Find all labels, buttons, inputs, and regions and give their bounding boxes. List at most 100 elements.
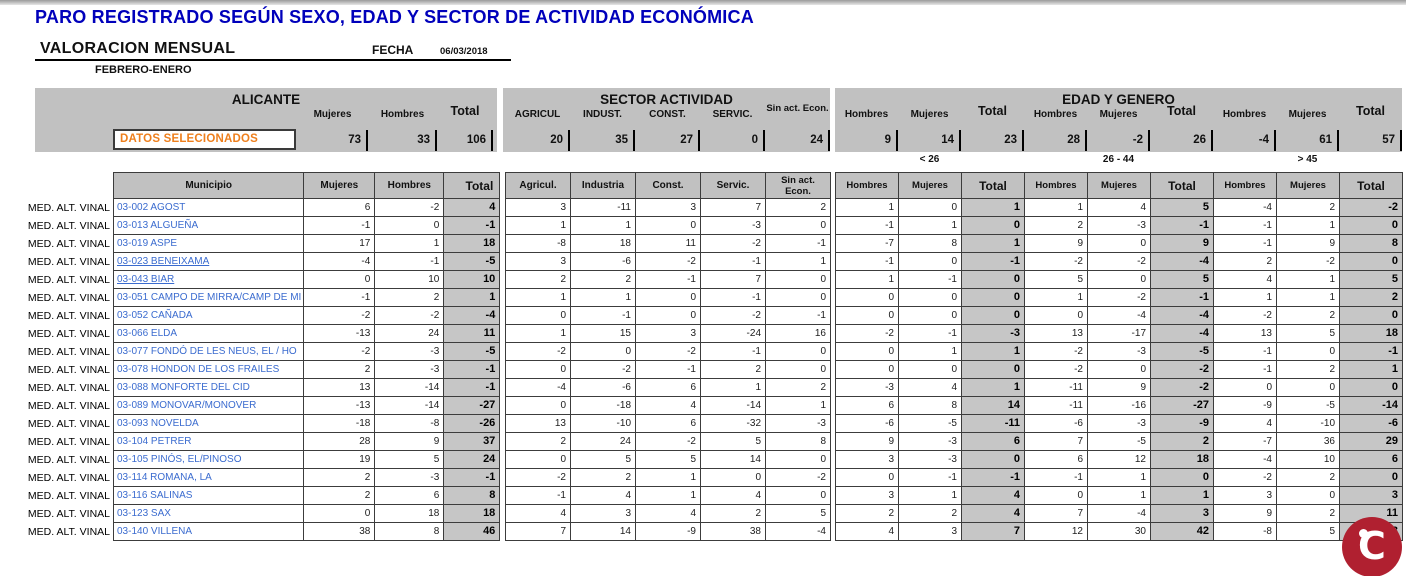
value-cell: 0 bbox=[700, 468, 766, 487]
value-cell: -3 bbox=[1087, 414, 1151, 433]
value-cell: 15 bbox=[570, 324, 636, 343]
value-cell: -24 bbox=[700, 324, 766, 343]
value-cell: 0 bbox=[765, 288, 831, 307]
total-cell: 1 bbox=[1339, 360, 1403, 379]
value-cell: 18 bbox=[570, 234, 636, 253]
value-cell: -6 bbox=[570, 252, 636, 271]
value-cell: 0 bbox=[570, 342, 636, 361]
total-cell: 11 bbox=[443, 324, 501, 343]
value-cell: -4 bbox=[303, 252, 376, 271]
municipio-link[interactable]: 03-140 VILLENA bbox=[117, 526, 193, 537]
top-edge-strip bbox=[0, 0, 1406, 5]
total-cell: 8 bbox=[1339, 234, 1403, 253]
municipio-link[interactable]: 03-123 SAX bbox=[117, 508, 171, 519]
value-cell: 6 bbox=[635, 414, 701, 433]
selected-value-edad-4: -2 bbox=[1087, 130, 1150, 151]
municipio-cell: 03-051 CAMPO DE MIRRA/CAMP DE MI bbox=[112, 288, 305, 307]
municipio-link[interactable]: 03-114 ROMANA, LA bbox=[117, 472, 212, 483]
total-cell: -2 bbox=[1339, 198, 1403, 217]
value-cell: -18 bbox=[303, 414, 376, 433]
col-header-tableC-6: Hombres bbox=[1213, 172, 1277, 199]
value-cell: 7 bbox=[1024, 432, 1088, 451]
municipio-link[interactable]: 03-066 ELDA bbox=[117, 328, 178, 339]
total-cell: 11 bbox=[1339, 504, 1403, 523]
table-row: 03-140 VILLENA 38 8 46 bbox=[112, 522, 501, 541]
value-cell: -6 bbox=[570, 378, 636, 397]
total-cell: 1 bbox=[961, 234, 1025, 253]
selected-value-sector-1: 35 bbox=[570, 130, 635, 151]
table-row: 3 -3 0 6 12 18 -4 10 6 bbox=[835, 450, 1403, 469]
table-row: 7 14 -9 38 -4 bbox=[505, 522, 831, 541]
value-cell: 1 bbox=[1024, 288, 1088, 307]
total-cell: 7 bbox=[961, 522, 1025, 541]
municipio-link[interactable]: 03-002 AGOST bbox=[117, 202, 186, 213]
total-cell: 1 bbox=[1150, 486, 1214, 505]
sector-table: Agricul. Industria Const. Servic. Sin act. E… bbox=[505, 172, 831, 541]
municipio-cell: 03-093 NOVELDA bbox=[112, 414, 305, 433]
value-cell: 0 bbox=[1213, 378, 1277, 397]
value-cell: -10 bbox=[570, 414, 636, 433]
total-cell: 18 bbox=[1339, 324, 1403, 343]
age-group-under-26: < 26 bbox=[919, 154, 940, 165]
municipio-link[interactable]: 03-105 PINÓS, EL/PINOSO bbox=[117, 454, 242, 465]
value-cell: -3 bbox=[898, 450, 962, 469]
total-cell: 0 bbox=[961, 450, 1025, 469]
band-col-edad-0: Hombres bbox=[844, 109, 889, 120]
value-cell: -2 bbox=[1087, 252, 1151, 271]
municipio-link[interactable]: 03-116 SALINAS bbox=[117, 490, 193, 501]
municipio-link[interactable]: 03-051 CAMPO DE MIRRA/CAMP DE MI bbox=[117, 292, 302, 303]
value-cell: 5 bbox=[1276, 324, 1340, 343]
comarca-label: MED. ALT. VINAL bbox=[27, 220, 110, 232]
band-col-sector-4: Sin act. Econ. bbox=[766, 103, 829, 114]
municipio-link[interactable]: 03-052 CAÑADA bbox=[117, 310, 193, 321]
municipio-link[interactable]: 03-019 ASPE bbox=[117, 238, 178, 249]
municipio-cell: 03-105 PINÓS, EL/PINOSO bbox=[112, 450, 305, 469]
municipio-link[interactable]: 03-023 BENEIXAMA bbox=[117, 256, 210, 267]
value-cell: -1 bbox=[700, 252, 766, 271]
comarca-label: MED. ALT. VINAL bbox=[27, 346, 110, 358]
total-cell: 4 bbox=[961, 486, 1025, 505]
value-cell: -6 bbox=[835, 414, 899, 433]
value-cell: 36 bbox=[1276, 432, 1340, 451]
value-cell: 4 bbox=[1213, 414, 1277, 433]
total-cell: 3 bbox=[1150, 504, 1214, 523]
municipio-link[interactable]: 03-077 FONDÓ DE LES NEUS, EL / HO bbox=[117, 346, 297, 357]
municipio-link[interactable]: 03-093 NOVELDA bbox=[117, 418, 199, 429]
value-cell: 4 bbox=[898, 378, 962, 397]
value-cell: -5 bbox=[1087, 432, 1151, 451]
comarca-label: MED. ALT. VINAL bbox=[27, 508, 110, 520]
value-cell: 4 bbox=[505, 504, 571, 523]
municipio-cell: 03-052 CAÑADA bbox=[112, 306, 305, 325]
site-logo[interactable]: C bbox=[1342, 517, 1402, 576]
municipio-link[interactable]: 03-088 MONFORTE DEL CID bbox=[117, 382, 250, 393]
value-cell: 4 bbox=[1213, 270, 1277, 289]
municipio-link[interactable]: 03-043 BIAR bbox=[117, 274, 175, 285]
value-cell: 0 bbox=[765, 450, 831, 469]
band-col-edad-1: Mujeres bbox=[910, 109, 949, 120]
value-cell: 0 bbox=[1276, 378, 1340, 397]
municipio-cell: 03-023 BENEIXAMA bbox=[112, 252, 305, 271]
value-cell: 5 bbox=[635, 450, 701, 469]
selected-value-alicante-1: 33 bbox=[368, 130, 437, 151]
value-cell: 13 bbox=[505, 414, 571, 433]
total-cell: 18 bbox=[1150, 450, 1214, 469]
value-cell: -6 bbox=[1024, 414, 1088, 433]
value-cell: 1 bbox=[765, 396, 831, 415]
municipio-link[interactable]: 03-078 HONDON DE LOS FRAILES bbox=[117, 364, 280, 375]
value-cell: -9 bbox=[1213, 396, 1277, 415]
total-cell: -9 bbox=[1150, 414, 1214, 433]
comarca-label: MED. ALT. VINAL bbox=[27, 382, 110, 394]
municipio-cell: 03-077 FONDÓ DE LES NEUS, EL / HO bbox=[112, 342, 305, 361]
table-row: -2 2 1 0 -2 bbox=[505, 468, 831, 487]
municipio-link[interactable]: 03-104 PETRER bbox=[117, 436, 192, 447]
municipio-link[interactable]: 03-089 MONOVAR/MONOVER bbox=[117, 400, 257, 411]
value-cell: 11 bbox=[635, 234, 701, 253]
comarca-label: MED. ALT. VINAL bbox=[27, 292, 110, 304]
municipio-link[interactable]: 03-013 ALGUEÑA bbox=[117, 220, 199, 231]
band-sector: SECTOR ACTIVIDAD AGRICUL INDUST. CONST. SER… bbox=[503, 88, 830, 152]
selected-value-sector-2: 27 bbox=[635, 130, 700, 151]
band-col-edad-8: Total bbox=[1356, 104, 1385, 118]
table-row: 1 1 0 -1 0 bbox=[505, 288, 831, 307]
value-cell: -2 bbox=[700, 234, 766, 253]
col-header-tableC-0: Hombres bbox=[835, 172, 899, 199]
